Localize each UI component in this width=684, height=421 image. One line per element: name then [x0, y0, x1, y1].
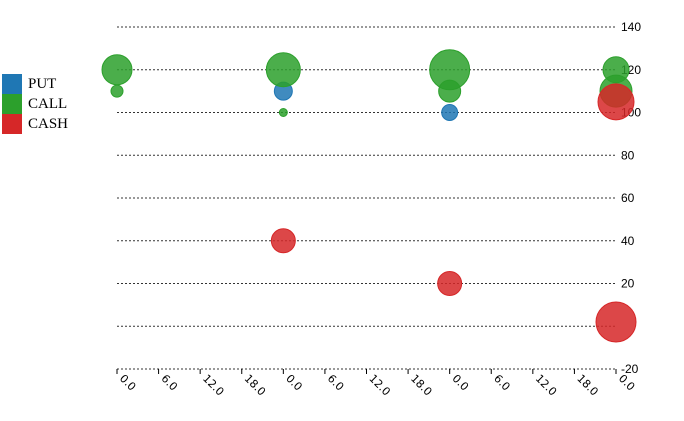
bubble-call-5[interactable]: [438, 79, 462, 103]
x-tick-label: 12.0: [533, 372, 560, 399]
x-tick-label: 18.0: [574, 372, 601, 399]
bubble-put-1[interactable]: [441, 104, 459, 121]
legend-swatch-put: [2, 74, 22, 94]
legend-label-call: CALL: [28, 95, 68, 112]
x-tick-label: 12.0: [366, 372, 393, 399]
legend-item-cash[interactable]: CASH: [2, 114, 68, 134]
bubble-call-0[interactable]: [101, 54, 133, 86]
y-tick-label: 140: [621, 20, 641, 34]
x-tick-label: 12.0: [200, 372, 227, 399]
legend-swatch-call: [2, 94, 22, 114]
bubble-call-2[interactable]: [265, 52, 301, 88]
bubble-cash-1[interactable]: [437, 271, 463, 296]
x-tick-label: 0.0: [283, 372, 305, 394]
x-tick-label: 6.0: [158, 372, 180, 394]
y-tick-label: 60: [621, 191, 635, 205]
y-tick-label: 80: [621, 148, 635, 162]
grid-lines: [117, 26, 616, 327]
legend-item-put[interactable]: PUT: [2, 74, 68, 94]
y-tick-label: -20: [621, 362, 639, 376]
bubble-call-1[interactable]: [110, 84, 124, 98]
x-tick-label: 6.0: [325, 372, 347, 394]
y-tick-label: 20: [621, 277, 635, 291]
bubble-cash-0[interactable]: [270, 228, 296, 254]
y-tick-label: 40: [621, 234, 635, 248]
x-tick-label: 0.0: [450, 372, 472, 394]
bubble-call-3[interactable]: [278, 108, 288, 117]
x-tick-label: 18.0: [408, 372, 435, 399]
bubbles-layer: [101, 49, 637, 343]
legend-label-cash: CASH: [28, 115, 69, 132]
bubble-cash-2[interactable]: [597, 83, 635, 121]
legend-label-put: PUT: [28, 75, 57, 92]
x-tick-label: 6.0: [491, 372, 513, 394]
x-tick-label: 18.0: [242, 372, 269, 399]
x-axis: 0.0 6.0 12.0 18.0 0.0 6.0 12.0 18.0 0.0 6.0 12.0 18…: [116, 368, 637, 399]
bubble-cash-3[interactable]: [595, 301, 637, 343]
x-tick-label: 0.0: [117, 372, 139, 394]
legend-swatch-cash: [2, 114, 22, 134]
legend-item-call[interactable]: CALL: [2, 94, 68, 114]
legend: PUT CALL CASH: [2, 74, 68, 134]
